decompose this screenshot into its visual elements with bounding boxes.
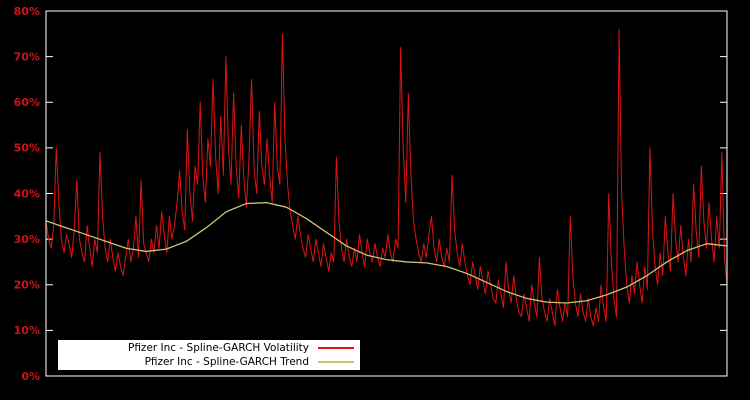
- legend-line-sample-trend: [318, 361, 354, 363]
- plot-frame: [45, 10, 728, 377]
- y-tick-label: 80%: [14, 5, 40, 18]
- legend-label-trend: Pfizer Inc - Spline-GARCH Trend: [144, 356, 309, 368]
- y-tick-label: 60%: [14, 96, 40, 109]
- y-tick-label: 40%: [14, 187, 40, 200]
- y-tick-label: 70%: [14, 50, 40, 63]
- legend-label-volatility: Pfizer Inc - Spline-GARCH Volatility: [127, 342, 309, 354]
- trend-series-line: [45, 201, 728, 304]
- y-tick-label: 20%: [14, 279, 40, 292]
- y-tick-label: 0%: [21, 370, 40, 383]
- legend-line-sample-volatility: [318, 347, 354, 349]
- y-tick-label: 10%: [14, 324, 40, 337]
- legend: Pfizer Inc - Spline-GARCH Volatility Pfi…: [58, 340, 360, 370]
- legend-item-volatility: Pfizer Inc - Spline-GARCH Volatility: [64, 341, 354, 355]
- y-tick-label: 30%: [14, 233, 40, 246]
- y-tick-label: 50%: [14, 142, 40, 155]
- legend-item-trend: Pfizer Inc - Spline-GARCH Trend: [64, 355, 354, 369]
